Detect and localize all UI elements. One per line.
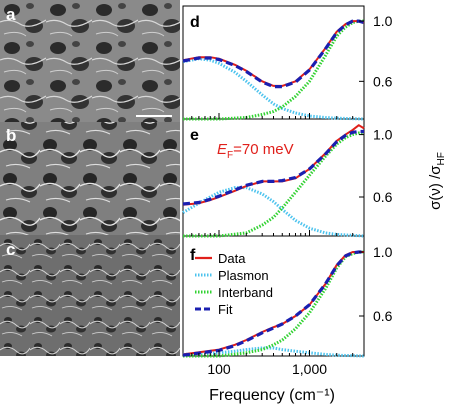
ticks-layer: 0.6 1.0 0.6 1.0 0.6 1.0 100 1,000 [191,13,393,377]
sem-panel-a: a [0,0,180,122]
plot-frame-f [182,235,365,357]
y-tick-label-f: 0.6 [373,308,393,324]
series-interband-e [183,131,364,238]
series-plasmon-f [182,346,365,358]
x-axis-label: Frequency (cm⁻¹) [209,387,335,404]
panel-letter-d: d [190,14,200,31]
series-interband-f [183,250,364,358]
annotation-value: =70 meV [233,141,293,158]
legend-label-interband: Interband [218,285,273,300]
series-plasmon-e [182,186,365,238]
panel-letter-e: e [190,127,199,144]
y-axis-label-main: σ(ν) /σ [427,165,444,210]
sem-panel-c: c [0,235,180,356]
y-tick-label-f: 1.0 [373,244,393,260]
annotation-subscript: F [227,150,233,161]
panel-letter-c: c [6,240,15,259]
legend-label-fit: Fit [218,302,233,317]
plot-panel-f: f [182,235,365,357]
legend-label-data: Data [218,251,246,266]
x-tick-label: 100 [207,361,231,377]
plot-frame-d [182,5,365,120]
y-tick-label-e: 0.6 [373,189,393,205]
series-fit-d [182,19,365,89]
series-fit-e [182,129,364,206]
y-tick-label-e: 1.0 [373,127,393,143]
sem-panel-b: b [0,122,180,235]
sem-image-c [0,235,180,356]
panel-letter-a: a [6,5,16,24]
series-layer [182,19,365,358]
x-tick-label: 1,000 [292,361,327,377]
series-plasmon-d [182,57,365,121]
y-tick-label-d: 0.6 [373,73,393,89]
sem-image-a [0,0,180,122]
legend: Data Plasmon Interband Fit [195,251,273,317]
panel-letter-b: b [6,126,16,145]
annotation-symbol: E [217,141,228,158]
y-tick-label-d: 1.0 [373,13,393,29]
fermi-energy-annotation: EF=70 meV [217,141,294,161]
y-axis-label-sub: HF [436,152,447,165]
series-fit-f [182,250,364,357]
legend-label-plasmon: Plasmon [218,268,269,283]
plot-panel-d: d [182,5,365,120]
y-axis-label: σ(ν) /σHF [427,152,447,210]
panel-letter-f: f [190,247,196,264]
sem-image-b [0,122,180,235]
